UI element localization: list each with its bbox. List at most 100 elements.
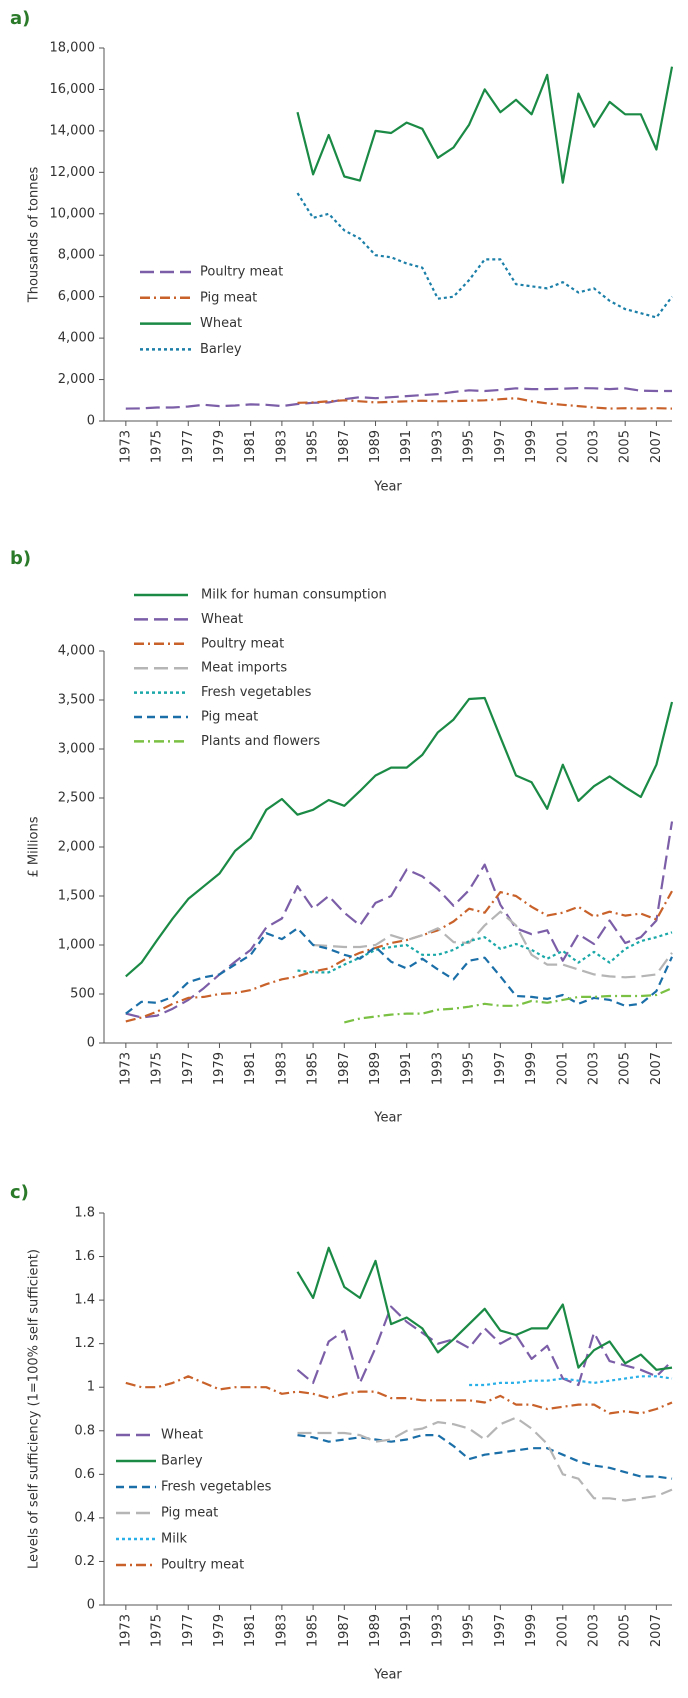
x-tick-label: 1999 xyxy=(524,430,539,463)
x-tick-label: 1977 xyxy=(181,1614,196,1647)
x-tick-label: 1983 xyxy=(274,430,289,463)
series-line xyxy=(296,192,673,319)
x-tick-label: 1997 xyxy=(493,1614,508,1647)
x-tick-label: 2005 xyxy=(618,430,633,463)
y-tick-label: 1,500 xyxy=(58,889,95,904)
x-tick-label: 1989 xyxy=(368,1052,383,1085)
x-tick-label: 1985 xyxy=(306,430,321,463)
x-axis-label: Year xyxy=(373,1668,402,1683)
x-tick-label: 1981 xyxy=(243,430,258,463)
legend-label: Fresh vegetables xyxy=(201,685,312,700)
series-line xyxy=(297,1416,673,1502)
x-tick-label: 1989 xyxy=(368,1614,383,1647)
x-tick-label: 1981 xyxy=(243,1052,258,1085)
x-tick-label: 2001 xyxy=(555,1614,570,1647)
y-tick-label: 2,000 xyxy=(58,372,95,387)
y-tick-label: 3,000 xyxy=(58,742,95,757)
legend-label: Barley xyxy=(161,1454,203,1469)
x-tick-label: 2001 xyxy=(555,430,570,463)
y-tick-label: 1.6 xyxy=(74,1249,95,1264)
y-tick-label: 0 xyxy=(87,1036,95,1051)
legend-label: Fresh vegetables xyxy=(161,1480,272,1495)
x-axis-label: Year xyxy=(373,1111,402,1126)
x-tick-label: 1995 xyxy=(462,430,477,463)
panel-label: a) xyxy=(10,8,30,29)
x-tick-label: 2007 xyxy=(649,1614,664,1647)
series-line xyxy=(296,1246,673,1371)
series-line xyxy=(296,66,674,184)
x-tick-label: 2003 xyxy=(586,1614,601,1647)
y-tick-label: 8,000 xyxy=(58,248,95,263)
y-axis-label: Thousands of tonnes xyxy=(27,167,42,304)
legend-label: Wheat xyxy=(200,316,242,331)
x-tick-label: 2007 xyxy=(649,1052,664,1085)
series-line xyxy=(125,821,674,1019)
y-tick-label: 0.6 xyxy=(74,1467,95,1482)
x-tick-label: 1983 xyxy=(274,1614,289,1647)
x-tick-label: 1995 xyxy=(462,1052,477,1085)
x-tick-label: 1993 xyxy=(430,1614,445,1647)
legend-label: Wheat xyxy=(201,612,243,627)
y-tick-label: 0.2 xyxy=(74,1554,95,1569)
x-tick-label: 1975 xyxy=(150,1052,165,1085)
x-tick-label: 1975 xyxy=(150,430,165,463)
y-tick-label: 10,000 xyxy=(50,206,96,221)
panel-label: b) xyxy=(10,548,31,569)
x-tick-label: 1997 xyxy=(493,430,508,463)
series-line xyxy=(313,910,673,979)
x-tick-label: 2005 xyxy=(618,1052,633,1085)
y-tick-label: 1,000 xyxy=(58,938,95,953)
y-tick-label: 14,000 xyxy=(50,123,96,138)
y-tick-label: 0 xyxy=(87,414,95,429)
x-tick-label: 1995 xyxy=(462,1614,477,1647)
x-tick-label: 1977 xyxy=(181,1052,196,1085)
legend-label: Poultry meat xyxy=(201,636,284,651)
x-tick-label: 1997 xyxy=(493,1052,508,1085)
legend-label: Meat imports xyxy=(201,661,287,676)
y-tick-label: 3,500 xyxy=(58,693,95,708)
x-tick-label: 1975 xyxy=(150,1614,165,1647)
y-tick-label: 1.8 xyxy=(74,1206,95,1221)
x-tick-label: 1987 xyxy=(337,1614,352,1647)
x-tick-label: 1979 xyxy=(212,1052,227,1085)
y-tick-label: 0.8 xyxy=(74,1423,95,1438)
y-tick-label: 0 xyxy=(87,1598,95,1613)
series-line xyxy=(297,1434,673,1480)
x-tick-label: 1991 xyxy=(399,1052,414,1085)
y-tick-label: 1.2 xyxy=(74,1336,95,1351)
x-tick-label: 2007 xyxy=(649,430,664,463)
x-tick-label: 1983 xyxy=(274,1052,289,1085)
legend-label: Milk for human consumption xyxy=(201,588,387,603)
y-tick-label: 18,000 xyxy=(50,41,96,56)
legend-label: Wheat xyxy=(161,1428,203,1443)
x-tick-label: 1987 xyxy=(337,430,352,463)
legend-label: Barley xyxy=(200,342,242,357)
series-line xyxy=(344,987,673,1024)
series-line xyxy=(125,927,674,1015)
x-tick-label: 2003 xyxy=(586,1052,601,1085)
x-tick-label: 1985 xyxy=(306,1052,321,1085)
x-tick-label: 1973 xyxy=(118,1614,133,1647)
legend-label: Poultry meat xyxy=(200,265,283,280)
y-tick-label: 1.4 xyxy=(74,1293,95,1308)
y-tick-label: 0.4 xyxy=(74,1510,95,1525)
series-line xyxy=(125,696,674,978)
x-tick-label: 1999 xyxy=(524,1614,539,1647)
x-tick-label: 1973 xyxy=(118,1052,133,1085)
y-tick-label: 16,000 xyxy=(50,82,96,97)
y-tick-label: 2,500 xyxy=(58,791,95,806)
y-tick-label: 4,000 xyxy=(58,644,95,659)
series-line xyxy=(296,1305,673,1387)
series-line xyxy=(125,387,672,410)
x-tick-label: 1987 xyxy=(337,1052,352,1085)
x-tick-label: 1979 xyxy=(212,1614,227,1647)
x-tick-label: 2005 xyxy=(618,1614,633,1647)
panel-label: c) xyxy=(10,1182,29,1203)
x-tick-label: 1979 xyxy=(212,430,227,463)
x-tick-label: 1999 xyxy=(524,1052,539,1085)
series-line xyxy=(469,1375,673,1387)
series-line xyxy=(125,1375,673,1415)
x-axis-label: Year xyxy=(373,480,402,495)
